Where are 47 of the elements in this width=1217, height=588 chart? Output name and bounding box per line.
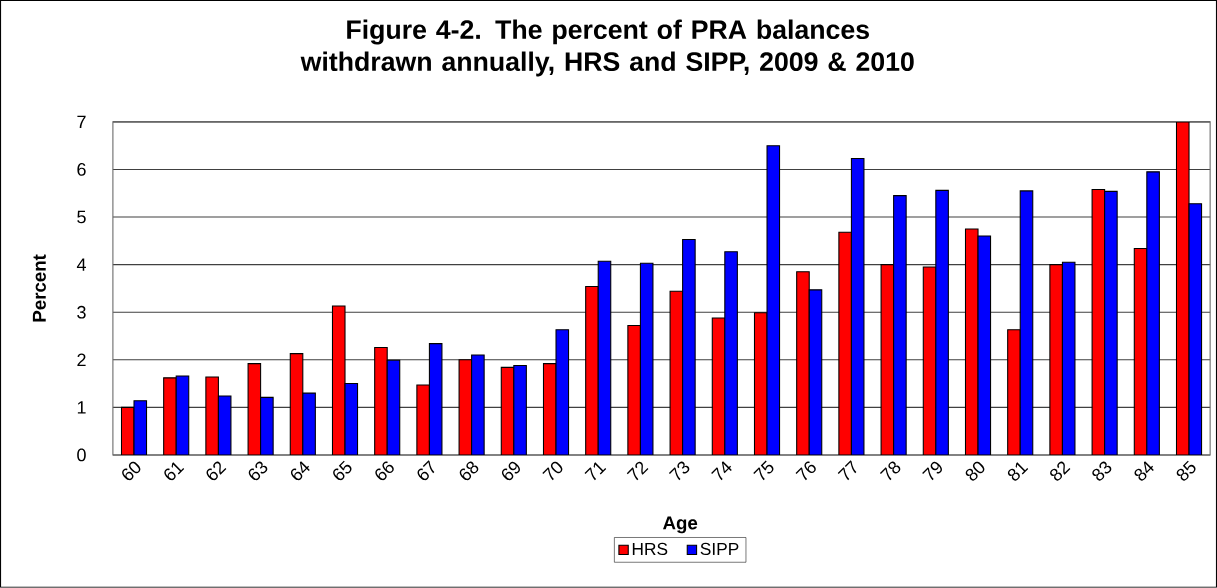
y-tick-label: 2: [77, 353, 86, 367]
x-tick-label: 82: [1050, 461, 1071, 481]
legend-label: SIPP: [700, 542, 739, 556]
x-tick-label: 83: [1092, 461, 1112, 481]
x-tick-label: 76: [795, 461, 816, 481]
bar: [724, 251, 738, 456]
x-tick-label: 81: [1007, 462, 1029, 481]
x-tick-label: 84: [1134, 461, 1154, 481]
x-tick-label: 72: [626, 461, 649, 481]
chart-title: Figure 4-2. The percent of PRA balances withdrawn annually, HRS and SIPP, 2009 & 2010: [300, 19, 914, 77]
x-tick-label: 77: [837, 460, 857, 481]
x-tick-label: 64: [290, 461, 310, 481]
y-axis-title: Percent: [32, 254, 46, 322]
x-tick-label: 75: [753, 460, 774, 481]
y-tick-label: 5: [77, 210, 86, 224]
bar: [935, 189, 949, 456]
x-tick-label: 68: [459, 461, 479, 481]
x-tick-label: 71: [584, 462, 607, 481]
bar: [1104, 190, 1118, 456]
bar: [682, 238, 696, 456]
y-tick-label: 4: [76, 258, 86, 271]
legend-label: HRS: [632, 542, 668, 556]
x-tick-label: 79: [922, 461, 942, 481]
x-tick-label: 67: [417, 460, 435, 481]
bar: [513, 365, 527, 456]
x-tick-label: 70: [542, 461, 563, 481]
x-tick-label: 74: [711, 461, 732, 481]
y-tick-label: 7: [77, 115, 86, 129]
x-tick-label: 65: [333, 460, 352, 481]
x-tick-label: 80: [965, 461, 985, 481]
x-tick-label: 85: [1176, 460, 1196, 481]
x-tick-label: 78: [879, 461, 901, 481]
x-tick-label: 62: [206, 461, 227, 481]
x-tick-label: 63: [248, 461, 268, 481]
x-tick-label: 66: [375, 461, 394, 481]
y-tick-label: 1: [77, 401, 86, 414]
x-tick-label: 60: [122, 461, 141, 481]
y-tick-label: 3: [77, 305, 86, 319]
bar: [1146, 171, 1160, 456]
x-tick-label: 73: [668, 461, 690, 481]
y-tick-label: 0: [77, 448, 86, 462]
y-tick-label: 6: [77, 163, 86, 176]
x-tick-label: 69: [501, 461, 520, 481]
bar: [893, 195, 907, 456]
x-axis-title: Age: [662, 516, 698, 534]
x-tick-label: 61: [164, 462, 185, 481]
bar: [302, 392, 316, 456]
